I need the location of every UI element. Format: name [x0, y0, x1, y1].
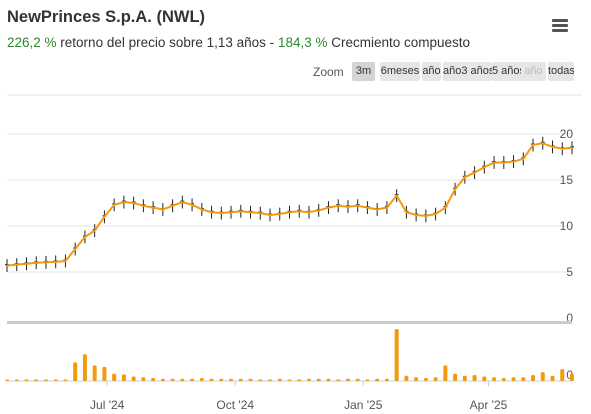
y-tick-label: 5: [566, 265, 573, 279]
volume-bar: [287, 379, 292, 381]
volume-bar: [248, 378, 253, 381]
volume-bar: [423, 378, 428, 381]
volume-bar: [268, 379, 273, 381]
volume-bar: [511, 377, 516, 381]
volume-bar: [43, 379, 48, 381]
volume-bar: [258, 379, 263, 381]
volume-bar: [53, 379, 58, 381]
zoom-ytd-button[interactable]: año: [422, 62, 441, 81]
volume-bar: [326, 378, 331, 381]
volume-bar: [190, 378, 195, 381]
volume-bar: [121, 374, 126, 381]
volume-bar: [316, 378, 321, 381]
volume-bar: [219, 378, 224, 381]
volume-bar: [112, 373, 117, 381]
zoom-6m-button[interactable]: 6meses: [380, 62, 420, 81]
zoom-1y3y-button[interactable]: año3 años: [443, 62, 492, 81]
volume-bar: [443, 365, 448, 381]
x-tick-label: Jul '24: [90, 398, 125, 412]
volume-bar: [521, 377, 526, 381]
volume-bar: [355, 378, 360, 381]
volume-bar: [345, 378, 350, 381]
volume-bar: [180, 378, 185, 381]
volume-bar: [24, 379, 29, 381]
volume-bar: [229, 378, 234, 381]
y-tick-label: 20: [560, 127, 574, 141]
volume-bar: [151, 378, 156, 381]
volume-bar: [375, 378, 380, 381]
return-value: 226,2 %: [7, 35, 57, 50]
x-tick-label: Jan '25: [344, 398, 383, 412]
return-text: retorno del precio sobre 1,13 años -: [56, 35, 278, 50]
volume-bar: [482, 376, 487, 381]
volume-bar: [384, 378, 389, 381]
volume-bar: [453, 373, 458, 381]
cagr-text: Crecmiento compuesto: [327, 35, 471, 50]
volume-bar: [141, 377, 146, 381]
volume-bar: [570, 373, 574, 381]
chart-subtitle: 226,2 % retorno del precio sobre 1,13 añ…: [7, 35, 470, 50]
x-tick-label: Oct '24: [216, 398, 254, 412]
zoom-all-button[interactable]: todas: [548, 62, 574, 81]
volume-bar: [5, 379, 9, 381]
volume-bar: [238, 378, 243, 381]
x-tick-label: Apr '25: [470, 398, 508, 412]
volume-bar: [472, 375, 477, 381]
volume-bar: [82, 354, 87, 381]
volume-bar: [34, 379, 39, 381]
volume-bar: [365, 379, 370, 381]
cagr-value: 184,3 %: [277, 35, 328, 50]
volume-bar: [550, 375, 555, 381]
volume-bar: [501, 378, 506, 381]
hamburger-menu-icon[interactable]: [549, 14, 571, 36]
volume-bar: [560, 369, 565, 381]
pane-separator: [7, 321, 572, 324]
y-tick-label: 0: [566, 311, 573, 325]
chart-title: NewPrinces S.p.A. (NWL): [7, 8, 206, 26]
volume-bar: [462, 375, 467, 381]
volume-bar: [160, 378, 165, 381]
y-tick-label: 15: [560, 173, 574, 187]
volume-bar: [414, 377, 419, 381]
volume-bar: [540, 372, 545, 381]
volume-bar: [336, 379, 341, 381]
volume-bar: [531, 375, 536, 381]
volume-bar: [199, 378, 204, 381]
y-tick-label: 10: [560, 219, 574, 233]
volume-bar: [131, 376, 136, 381]
volume-bar: [102, 366, 107, 381]
zoom-label: Zoom: [313, 65, 344, 79]
volume-bar: [306, 378, 311, 381]
volume-bar: [170, 378, 175, 381]
volume-tick-label: 0: [566, 368, 573, 382]
volume-bar: [433, 377, 438, 381]
volume-bar: [209, 378, 214, 381]
volume-bar: [297, 379, 302, 381]
volume-bar: [14, 379, 19, 381]
volume-bar: [394, 329, 399, 381]
zoom-5y-button[interactable]: 5 años: [492, 62, 522, 81]
zoom-3m-button[interactable]: 3m: [352, 62, 375, 81]
volume-bar: [92, 365, 97, 381]
volume-bar: [404, 375, 409, 381]
volume-bar: [492, 377, 497, 381]
volume-bar: [63, 379, 68, 381]
volume-bar: [277, 378, 282, 381]
volume-bar: [73, 362, 78, 381]
price-line: [6, 142, 573, 267]
zoom-10y-button[interactable]: año: [521, 62, 546, 81]
